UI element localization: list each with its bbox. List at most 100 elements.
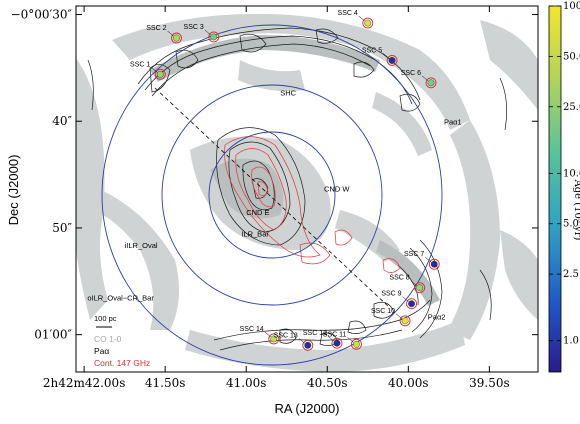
source-leader-ssc-3 bbox=[204, 29, 211, 36]
source-leader-ssc-2 bbox=[167, 30, 174, 37]
source-leader-ssc-8 bbox=[410, 280, 417, 286]
source-label-ssc-7: SSC 7 bbox=[404, 251, 424, 258]
source-point-ssc-4 bbox=[364, 19, 372, 27]
source-label-ssc-2: SSC 2 bbox=[146, 25, 166, 32]
scale-bar-label: 100 pc bbox=[94, 314, 117, 323]
colorbar-tick-label: 10.0 bbox=[563, 168, 580, 179]
y-axis: −0°00′30″ 40″ 50″ 01′00″ bbox=[11, 8, 538, 342]
annotation-pa-1: Paα1 bbox=[444, 117, 462, 126]
y-tick-label: 50″ bbox=[52, 221, 72, 235]
source-label-ssc-4: SSC 4 bbox=[338, 10, 358, 17]
source-point-ssc-9 bbox=[408, 300, 415, 308]
colorbar-tick-label: 100.0 bbox=[563, 1, 580, 12]
source-ring-ssc-1 bbox=[154, 68, 166, 80]
annotation-cnd-w: CND W bbox=[324, 185, 350, 194]
source-leader-ssc-4 bbox=[358, 15, 365, 22]
source-ring-ssc-10 bbox=[399, 315, 411, 327]
source-label-ssc-5: SSC 5 bbox=[362, 47, 382, 54]
y-tick-label: 40″ bbox=[52, 114, 72, 128]
source-leader-ssc-9 bbox=[402, 296, 409, 302]
annotation-oilr-oval-cr-bar: oILR_Oval−CR_Bar bbox=[87, 294, 154, 303]
colorbar-tick-label: 1.0 bbox=[563, 336, 579, 347]
x-tick-label: 40.50s bbox=[307, 376, 348, 390]
source-point-ssc-7 bbox=[430, 260, 438, 268]
colorbar-title: Age (10⁵ yr) bbox=[572, 179, 580, 241]
source-label-ssc-6: SSC 6 bbox=[401, 70, 421, 77]
source-label-ssc-12: SSC 12 bbox=[303, 330, 327, 337]
source-ring-ssc-6 bbox=[425, 77, 437, 89]
x-tick-label: 41.50s bbox=[145, 376, 186, 390]
source-leader-ssc-6 bbox=[421, 75, 429, 82]
source-point-ssc-13 bbox=[304, 341, 312, 349]
source-leader-ssc-5 bbox=[382, 53, 390, 59]
y-tick-label: 01′00″ bbox=[34, 328, 72, 342]
colorbar-tick-label: 2.5 bbox=[563, 269, 579, 280]
source-point-ssc-10 bbox=[401, 317, 409, 325]
x-axis-title: RA (J2000) bbox=[274, 401, 339, 416]
source-point-ssc-8 bbox=[416, 284, 424, 292]
source-leader-ssc-12 bbox=[327, 335, 335, 342]
annotation-shc: SHC bbox=[280, 89, 296, 98]
source-point-ssc-6 bbox=[427, 79, 435, 87]
continuum-contours bbox=[224, 136, 401, 273]
source-ring-ssc-9 bbox=[406, 298, 418, 310]
legend-continuum: Cont. 147 GHz bbox=[94, 358, 150, 368]
source-label-ssc-10: SSC 10 bbox=[371, 308, 395, 315]
x-tick-label: 39.50s bbox=[469, 376, 510, 390]
image-content: SSC 1 SSC 2 SSC 3 SSC 4 SSC 5 SSC 6 SSC 7 SSC 8… bbox=[76, 10, 538, 372]
colorbar-tick-label: 25.0 bbox=[563, 102, 580, 113]
source-point-ssc-11 bbox=[353, 340, 360, 348]
x-tick-label: 40.00s bbox=[388, 376, 429, 390]
annotations-layer: SHC Paα1 CND W CND E ILR_Bar iILR_Oval Paα2 oIL… bbox=[87, 89, 461, 322]
source-ring-ssc-2 bbox=[171, 32, 182, 44]
source-label-ssc-3: SSC 3 bbox=[184, 24, 204, 31]
annotation-iilr-oval: iILR_Oval bbox=[125, 241, 158, 250]
source-point-ssc-14 bbox=[270, 335, 278, 343]
source-label-ssc-11: SSC 11 bbox=[323, 331, 347, 338]
source-ring-ssc-7 bbox=[428, 258, 440, 270]
annotation-ilr-bar: ILR_Bar bbox=[241, 229, 269, 238]
colorbar-tick-label: 50.0 bbox=[563, 51, 580, 62]
source-leader-ssc-1 bbox=[151, 67, 158, 73]
annotation-pa-2: Paα2 bbox=[428, 313, 446, 322]
x-tick-label: 41.00s bbox=[226, 376, 267, 390]
annotation-cnd-e: CND E bbox=[246, 208, 269, 217]
source-ring-ssc-4 bbox=[362, 17, 374, 29]
source-ring-ssc-11 bbox=[350, 338, 362, 350]
source-label-ssc-8: SSC 8 bbox=[389, 275, 409, 282]
colorbar bbox=[548, 5, 562, 373]
plot-frame bbox=[75, 5, 539, 373]
bar-axis-line bbox=[154, 87, 391, 309]
source-labels-layer: SSC 1 SSC 2 SSC 3 SSC 4 SSC 5 SSC 6 SSC 7 SSC 8… bbox=[130, 10, 432, 344]
y-tick-label: −0°00′30″ bbox=[11, 8, 73, 22]
source-point-ssc-2 bbox=[173, 34, 180, 42]
x-axis: 2h42m42.00s 41.50s 41.00s 40.50s 40.00s 39.50… bbox=[43, 6, 510, 390]
source-ring-ssc-12 bbox=[331, 337, 343, 349]
source-leader-ssc-10 bbox=[395, 313, 403, 319]
source-point-ssc-3 bbox=[210, 33, 218, 41]
source-leader-ssc-11 bbox=[347, 337, 354, 343]
x-tick-label: 2h42m42.00s bbox=[43, 376, 126, 390]
source-ring-ssc-8 bbox=[414, 282, 426, 294]
legend-paa: Paα bbox=[94, 346, 109, 356]
source-point-ssc-12 bbox=[333, 339, 341, 347]
source-ring-ssc-13 bbox=[302, 339, 314, 351]
orbit-rings bbox=[101, 24, 443, 366]
legend-co: CO 1-0 bbox=[94, 334, 122, 344]
y-axis-title: Dec (J2000) bbox=[6, 155, 21, 226]
source-ring-ssc-3 bbox=[208, 31, 220, 43]
source-point-ssc-5 bbox=[388, 57, 396, 64]
source-label-ssc-14: SSC 14 bbox=[240, 326, 264, 333]
co-emission bbox=[76, 13, 538, 372]
source-leader-ssc-14 bbox=[264, 331, 271, 338]
source-label-ssc-1: SSC 1 bbox=[130, 61, 150, 68]
source-ring-ssc-5 bbox=[386, 54, 398, 66]
source-label-ssc-13: SSC 13 bbox=[274, 332, 298, 339]
source-ring-ssc-14 bbox=[268, 333, 280, 345]
colorbar-ticks: 100.0 50.0 25.0 10.0 5.0 2.5 1.0 bbox=[549, 1, 580, 347]
colorbar-tick-label: 5.0 bbox=[563, 219, 579, 230]
source-point-ssc-1 bbox=[156, 70, 164, 78]
source-leader-ssc-7 bbox=[425, 257, 432, 263]
sources-layer bbox=[154, 17, 440, 351]
